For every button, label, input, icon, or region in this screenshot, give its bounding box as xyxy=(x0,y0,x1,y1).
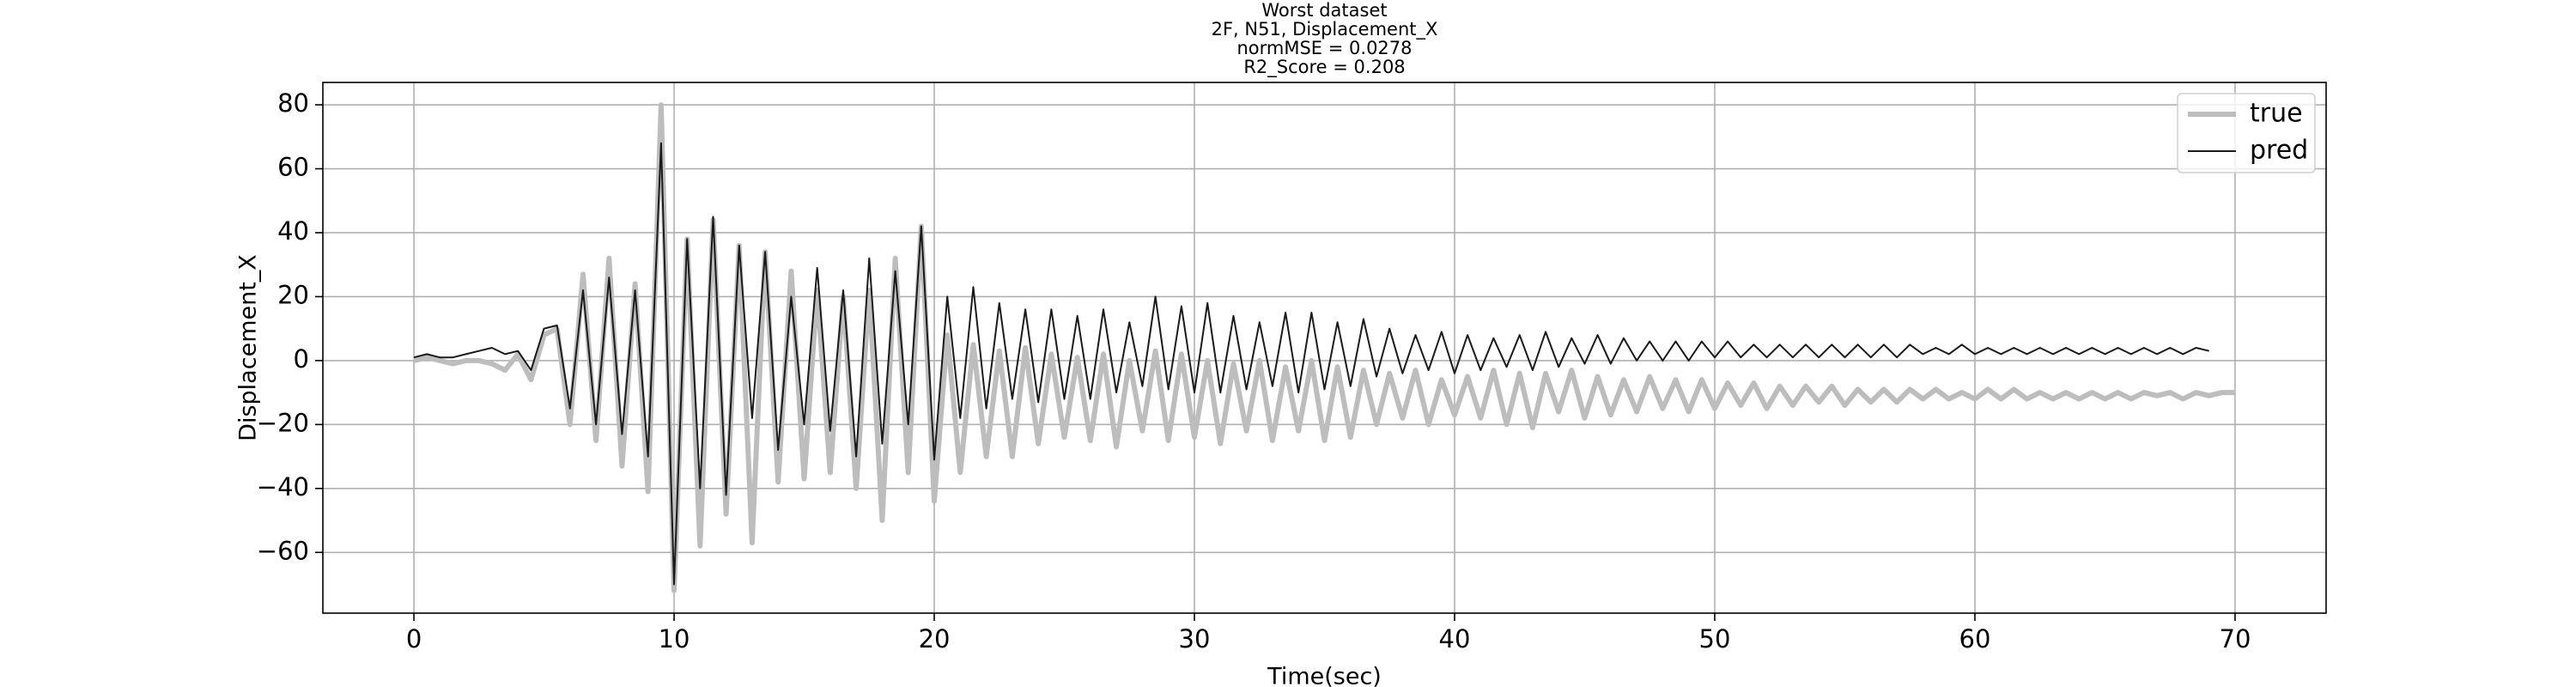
x-axis-label: Time(sec) xyxy=(1267,664,1382,687)
y-tick-label: 0 xyxy=(294,344,309,374)
y-axis-label: Displacement_X xyxy=(235,254,262,441)
x-tick-label: 40 xyxy=(1439,624,1471,654)
y-tick-label: 60 xyxy=(277,153,309,182)
chart-title: normMSE = 0.0278 xyxy=(1236,38,1412,58)
x-tick-label: 60 xyxy=(1959,624,1991,654)
chart-title: Worst dataset xyxy=(1261,0,1387,21)
x-tick-label: 0 xyxy=(406,624,422,654)
y-tick-label: −60 xyxy=(257,536,309,565)
series-line xyxy=(413,142,2209,586)
y-tick-label: 80 xyxy=(277,88,309,118)
x-tick-label: 10 xyxy=(659,624,690,654)
chart-title: R2_Score = 0.208 xyxy=(1243,57,1405,78)
legend-label: pred xyxy=(2250,136,2308,166)
y-tick-label: −40 xyxy=(257,472,309,502)
chart-title: 2F, N51, Displacement_X xyxy=(1212,19,1438,40)
x-tick-label: 70 xyxy=(2220,624,2251,654)
y-tick-label: −20 xyxy=(257,408,309,437)
x-tick-label: 30 xyxy=(1179,624,1211,654)
legend-label: true xyxy=(2250,99,2303,129)
x-tick-label: 50 xyxy=(1699,624,1731,654)
x-tick-label: 20 xyxy=(919,624,951,654)
plot-frame xyxy=(322,82,2327,614)
y-tick-label: 40 xyxy=(277,216,309,246)
y-tick-label: 20 xyxy=(277,280,309,309)
